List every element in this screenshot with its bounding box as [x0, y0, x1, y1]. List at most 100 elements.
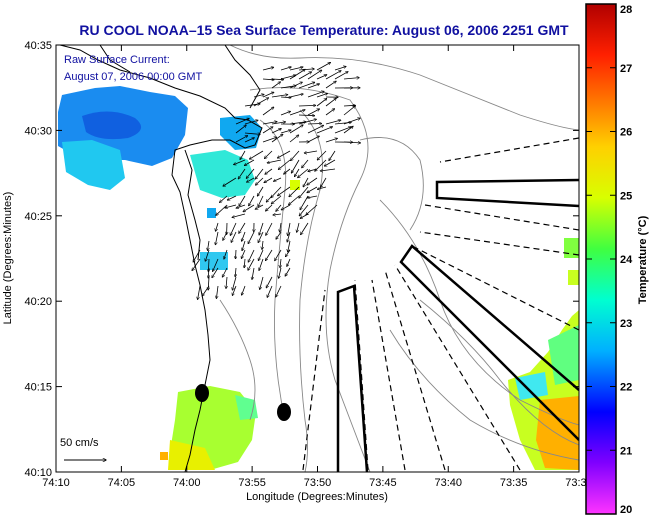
- current-vector: [213, 258, 219, 271]
- current-vector: [262, 107, 274, 116]
- current-vector: [236, 249, 237, 259]
- current-vector: [316, 99, 327, 107]
- current-vector: [316, 94, 327, 98]
- current-vector: [244, 138, 254, 143]
- colorbar-tick-label: 20: [620, 504, 632, 516]
- current-vector: [252, 267, 255, 279]
- current-vector: [266, 204, 273, 211]
- current-vector: [298, 72, 312, 80]
- current-vector: [242, 231, 246, 241]
- current-vector: [289, 69, 305, 80]
- lon-tick-label: 73:45: [369, 477, 397, 489]
- lat-tick-label: 40:25: [24, 211, 52, 223]
- current-vector: [262, 122, 277, 125]
- current-vector: [253, 98, 269, 107]
- current-vector: [289, 195, 300, 205]
- current-vector: [262, 127, 273, 134]
- colorbar-tick-label: 21: [620, 445, 632, 457]
- current-vector: [280, 258, 281, 268]
- current-vector: [280, 67, 291, 71]
- current-vector: [278, 150, 291, 158]
- current-vector: [241, 249, 246, 258]
- current-vector: [289, 125, 303, 134]
- current-vector: [295, 168, 300, 177]
- current-vector: [259, 222, 264, 235]
- current-vector: [222, 267, 228, 277]
- current-vector: [298, 119, 316, 125]
- current-vector: [279, 267, 282, 278]
- current-vector: [298, 168, 309, 178]
- current-vector: [307, 124, 322, 125]
- current-vector: [198, 285, 201, 299]
- current-vector: [321, 177, 327, 187]
- figure-title: RU COOL NOAA–15 Sea Surface Temperature:…: [79, 22, 569, 38]
- current-vector: [271, 186, 282, 198]
- current-vector: [343, 126, 353, 134]
- current-vector: [258, 249, 264, 261]
- current-vector: [298, 115, 315, 116]
- current-vector: [343, 78, 359, 79]
- current-vector: [267, 159, 282, 163]
- current-vector: [235, 118, 249, 125]
- current-vector: [289, 135, 299, 143]
- current-vector: [301, 222, 309, 235]
- current-vector: [278, 159, 291, 169]
- y-axis-label: Latitude (Degrees:Minutes): [2, 192, 14, 325]
- current-vector: [334, 127, 351, 134]
- current-vector: [244, 120, 258, 125]
- current-vector: [273, 214, 282, 215]
- current-vector: [307, 177, 318, 185]
- station-marker: [277, 403, 291, 421]
- current-vector: [343, 142, 360, 143]
- current-vector: [307, 70, 322, 80]
- current-vector: [239, 222, 246, 233]
- current-vector: [288, 240, 291, 252]
- current-vector: [307, 91, 324, 98]
- lon-tick-label: 74:05: [108, 477, 136, 489]
- colorbar-tick-label: 26: [620, 127, 632, 139]
- current-vector: [265, 168, 273, 174]
- radial-lines: [302, 137, 579, 471]
- current-vector: [192, 258, 201, 271]
- current-vector: [316, 127, 332, 134]
- current-vector: [325, 120, 341, 125]
- current-vector: [232, 276, 237, 290]
- current-vector: [208, 240, 210, 250]
- current-vector: [235, 267, 236, 277]
- current-vector: [307, 109, 319, 116]
- current-vector: [264, 177, 273, 183]
- current-vector: [303, 177, 309, 187]
- current-vector: [244, 258, 245, 268]
- lon-tick-label: 73:35: [500, 477, 528, 489]
- current-vector: [275, 249, 282, 261]
- current-vector: [287, 258, 291, 266]
- current-vector: [280, 75, 296, 80]
- current-vector: [265, 150, 273, 158]
- colorbar-label: Temperature (°C): [637, 215, 649, 304]
- lat-tick-label: 40:35: [24, 40, 52, 52]
- current-vector: [289, 186, 300, 197]
- current-vector: [243, 204, 255, 212]
- current-vector: [302, 159, 309, 168]
- current-vector: [193, 249, 201, 262]
- current-vector: [216, 222, 219, 231]
- current-vector: [232, 213, 246, 217]
- current-vector: [343, 118, 360, 125]
- current-vector: [202, 285, 210, 296]
- lon-tick-label: 74:00: [173, 477, 201, 489]
- colorbar-tick-label: 24: [620, 254, 633, 266]
- current-vector: [220, 195, 228, 202]
- current-vector: [291, 150, 300, 161]
- current-vector: [276, 285, 282, 297]
- current-vector: [230, 222, 237, 235]
- current-vector: [266, 276, 273, 288]
- current-vector: [215, 231, 219, 245]
- annotation-line1: Raw Surface Current:: [64, 54, 170, 66]
- current-vector: [247, 177, 255, 182]
- current-vector: [262, 92, 274, 98]
- current-vector: [223, 177, 237, 186]
- current-vector: [250, 150, 264, 159]
- current-vector: [234, 159, 246, 165]
- current-vector: [266, 249, 273, 261]
